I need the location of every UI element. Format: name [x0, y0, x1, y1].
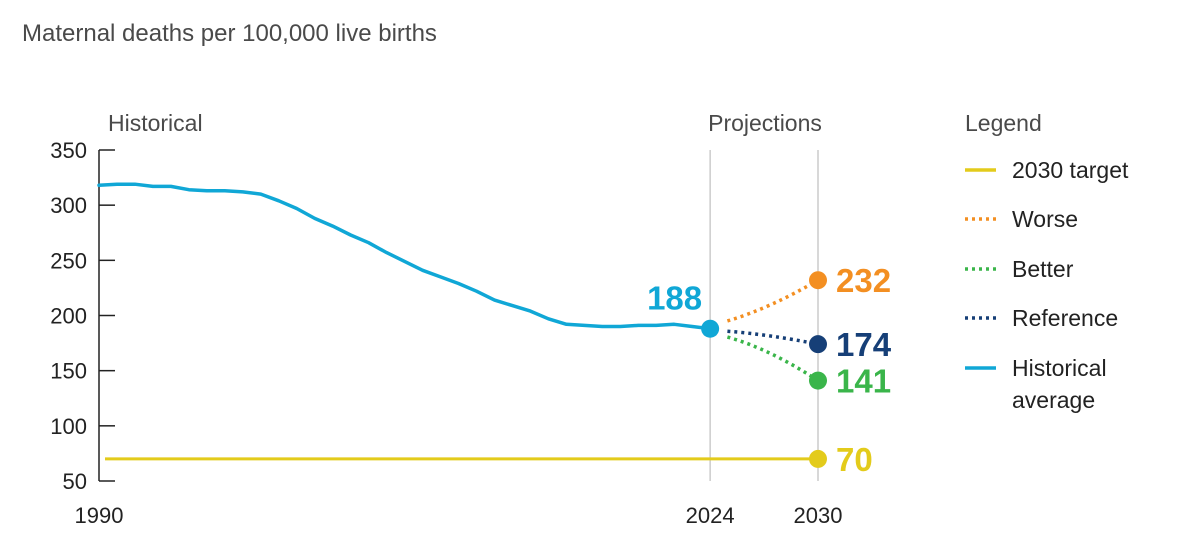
section-label-projections: Projections — [708, 110, 822, 136]
legend-title: Legend — [965, 110, 1042, 136]
series-better-line — [726, 335, 819, 383]
y-tick-label: 150 — [50, 359, 87, 384]
end-label-worse: 232 — [836, 262, 891, 299]
axes: 50 100 150 200 250 300 350 1990 2024 2030 — [50, 138, 842, 528]
legend-label-historical: Historical — [1012, 355, 1107, 381]
end-label-target: 70 — [836, 441, 873, 478]
reference-gridlines — [709, 150, 819, 481]
markers-group — [701, 271, 827, 468]
y-tick-label: 100 — [50, 414, 87, 439]
series-group — [97, 182, 819, 461]
series-historical-line — [97, 182, 712, 331]
legend-label-worse: Worse — [1012, 206, 1078, 232]
legend-label-historical: average — [1012, 387, 1095, 413]
end-label-historical: 188 — [647, 280, 702, 317]
y-tick-label: 300 — [50, 193, 87, 218]
marker-target — [809, 449, 827, 468]
x-tick-label: 2030 — [794, 503, 843, 528]
series-worse-line — [726, 278, 819, 323]
end-label-better: 141 — [836, 363, 891, 400]
x-tick-label: 1990 — [75, 503, 124, 528]
legend: 2030 target Worse Better Reference Historica… — [965, 157, 1129, 413]
x-tick-label: 2024 — [686, 503, 735, 528]
marker-reference — [809, 335, 827, 354]
marker-worse — [809, 271, 827, 290]
legend-label-reference: Reference — [1012, 305, 1118, 331]
legend-label-better: Better — [1012, 256, 1074, 282]
end-label-reference: 174 — [836, 326, 892, 363]
series-reference-line — [727, 329, 819, 346]
marker-historical — [701, 319, 720, 338]
legend-label-target: 2030 target — [1012, 157, 1129, 183]
marker-better — [809, 371, 827, 390]
y-tick-label: 200 — [50, 304, 87, 329]
chart-title: Maternal deaths per 100,000 live births — [22, 20, 437, 47]
y-tick-label: 250 — [50, 248, 87, 273]
y-tick-label: 50 — [63, 469, 87, 494]
section-label-historical: Historical — [108, 110, 203, 136]
y-tick-label: 350 — [50, 138, 87, 163]
